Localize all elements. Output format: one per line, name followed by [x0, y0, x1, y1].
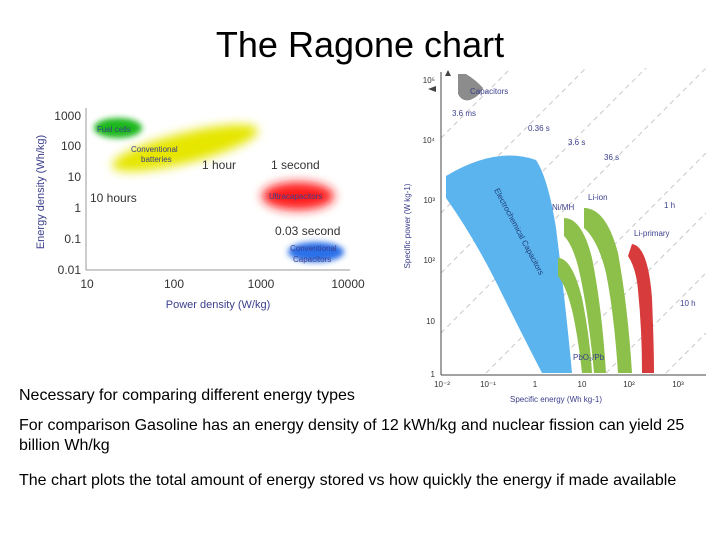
- time-line: [665, 332, 707, 374]
- bullet-text: Necessary for comparing different energy…: [19, 387, 355, 404]
- time-label: 10 h: [680, 299, 696, 308]
- y-tick-label: 10: [68, 170, 82, 184]
- x-tick-label: 10: [578, 380, 587, 389]
- arrow-icon: [428, 86, 436, 92]
- region-li-primary: [628, 244, 654, 373]
- x-tick-label: 1: [533, 380, 538, 389]
- x-axis-label: Power density (W/kg): [166, 299, 271, 311]
- y-tick-label: 1: [74, 201, 81, 215]
- region-pbo2-pb: [558, 258, 592, 373]
- region-label-ni-mh: Ni/MH: [552, 203, 574, 212]
- y-axis-label: Specific power (W kg-1): [403, 183, 412, 268]
- y-axis-label: Energy density (Wh/kg): [35, 135, 47, 249]
- region-li-ion: [584, 208, 632, 373]
- bullet-text: For comparison Gasoline has an energy de…: [19, 417, 685, 454]
- y-tick-label: 10: [426, 317, 435, 326]
- x-tick-label: 10000: [331, 277, 365, 291]
- time-label: 1 h: [664, 201, 675, 210]
- y-tick-label: 10³: [423, 196, 435, 205]
- region-capacitors: [458, 74, 483, 101]
- x-tick-label: 1000: [248, 277, 275, 291]
- time-label: 36 s: [604, 153, 619, 162]
- region-label-batteries-1: Conventional: [131, 145, 178, 154]
- region-label-batteries-2: batteries: [141, 155, 172, 164]
- region-fuel-cells: [94, 118, 142, 138]
- region-label-capacitors: Capacitors: [470, 87, 508, 96]
- y-tick-label: 10⁴: [423, 136, 436, 145]
- ragone-chart-simple: Fuel cells Conventional batteries Ultrac…: [35, 108, 365, 311]
- region-label-fuel-cells: Fuel cells: [97, 125, 131, 134]
- region-label-li-primary: Li-primary: [634, 229, 670, 238]
- time-line: [605, 272, 707, 374]
- time-label-0-03-second: 0.03 second: [275, 224, 340, 238]
- x-tick-label: 10: [80, 277, 94, 291]
- slide-title: The Ragone chart: [215, 24, 505, 65]
- x-tick-label: 10⁻²: [434, 380, 450, 389]
- region-label-li-ion: Li-ion: [588, 193, 608, 202]
- time-label-1-second: 1 second: [271, 158, 320, 172]
- region-electrochemical-capacitors: [446, 155, 572, 373]
- region-ni-mh: [564, 218, 606, 373]
- region-conventional-capacitors: [288, 242, 344, 262]
- x-tick-label: 10²: [623, 380, 635, 389]
- time-label: 0.36 s: [528, 124, 550, 133]
- region-label-capacitors-1: Conventional: [290, 244, 337, 253]
- y-tick-label: 10⁵: [423, 76, 435, 85]
- time-line: [545, 212, 707, 374]
- x-axis-label: Specific energy (Wh kg-1): [510, 395, 602, 404]
- y-tick-label: 0.01: [58, 263, 82, 277]
- y-tick-label: 1: [431, 370, 436, 379]
- bullet-text: The chart plots the total amount of ener…: [19, 472, 677, 489]
- x-tick-label: 10³: [672, 380, 684, 389]
- time-line: [485, 152, 707, 374]
- x-tick-label: 100: [164, 277, 184, 291]
- region-ultracapacitors: [262, 182, 334, 210]
- region-batteries: [112, 124, 258, 172]
- y-tick-label: 0.1: [64, 232, 81, 246]
- time-label: 3.6 ms: [452, 109, 476, 118]
- time-line: [440, 68, 587, 214]
- region-label-ultracapacitors: Ultracapacitors: [269, 192, 322, 201]
- y-tick-label: 100: [61, 139, 81, 153]
- ragone-chart-detailed: Capacitors Electrochemical Capacitors Ni…: [403, 68, 707, 404]
- time-line: [440, 68, 512, 139]
- time-label-1-hour: 1 hour: [202, 158, 236, 172]
- region-label-capacitors-2: Capacitors: [293, 255, 331, 264]
- y-tick-label: 10²: [423, 256, 435, 265]
- x-tick-label: 10⁻¹: [480, 380, 496, 389]
- arrow-icon: [445, 70, 451, 76]
- region-label-pbo2-pb: PbO₂/Pb: [573, 353, 605, 362]
- time-label-10-hours: 10 hours: [90, 191, 137, 205]
- time-label: 3.6 s: [568, 138, 585, 147]
- y-tick-label: 1000: [54, 109, 81, 123]
